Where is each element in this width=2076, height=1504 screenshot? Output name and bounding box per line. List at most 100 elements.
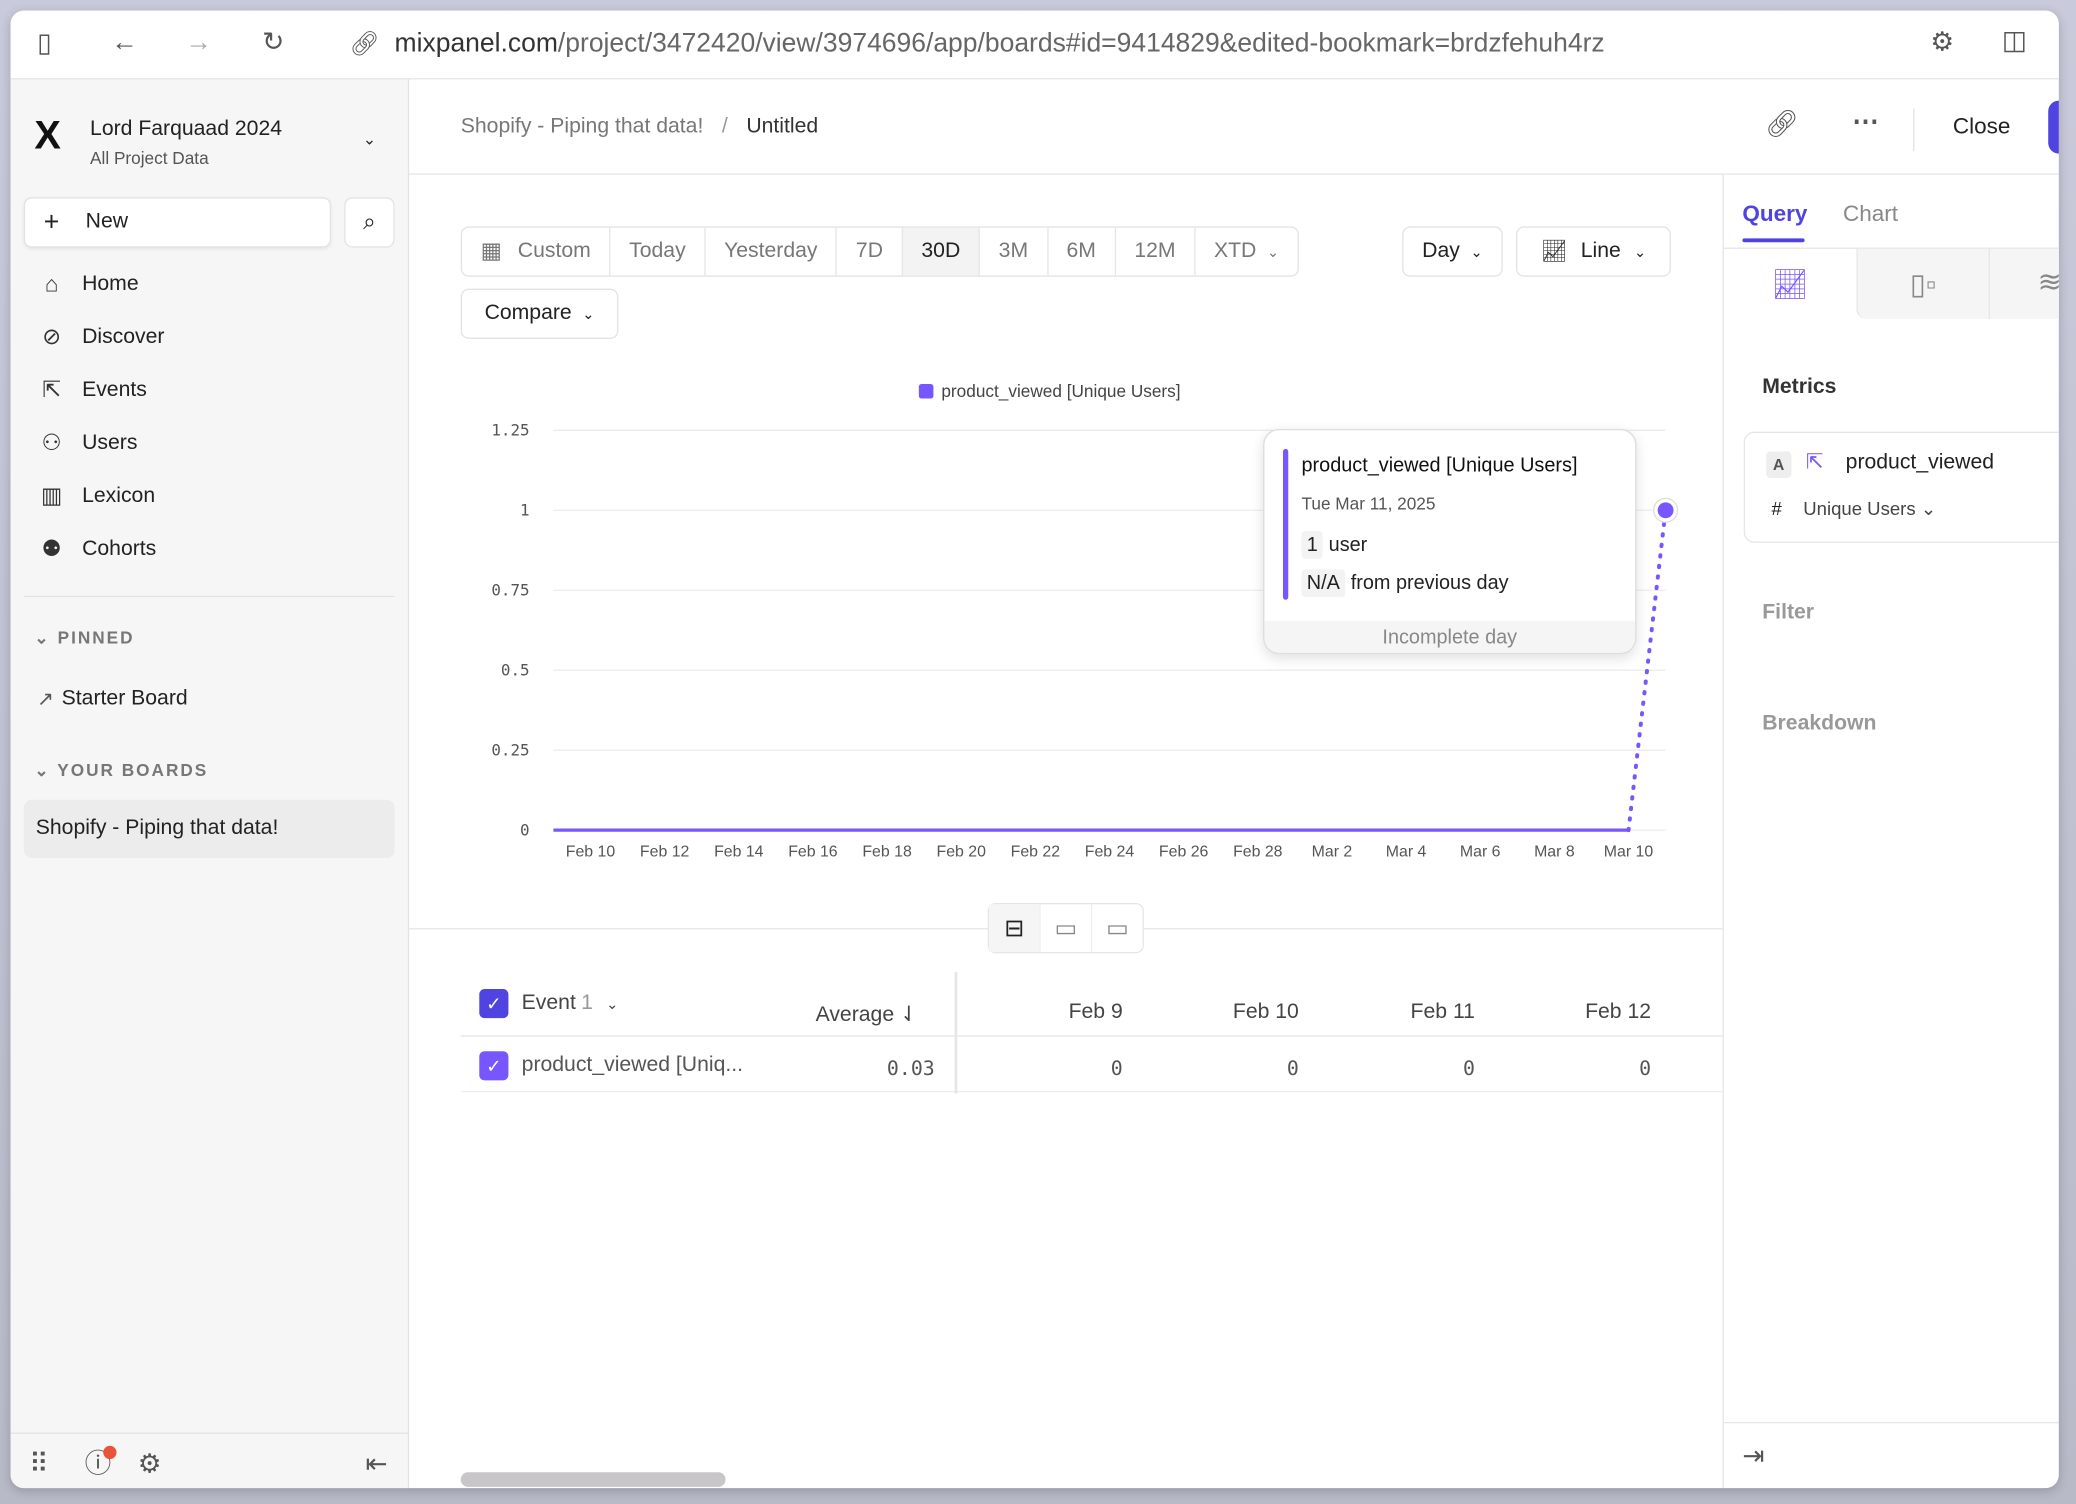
x-tick-label: Mar 10	[1604, 844, 1654, 861]
close-button[interactable]: Close	[1952, 113, 2011, 140]
range-custom[interactable]: ▦ Custom	[462, 227, 611, 276]
insights-report-button[interactable]: 📈︎	[1724, 249, 1856, 319]
data-point[interactable]	[1657, 502, 1674, 519]
interval-dropdown[interactable]: Day ⌄	[1402, 226, 1503, 277]
range-label: 30D	[921, 239, 961, 263]
y-tick-label: 1.25	[491, 421, 529, 440]
browser-toolbar: ▯ ← → ↻ 🔗︎ mixpanel.com/project/3472420/…	[10, 10, 2059, 80]
search-button[interactable]: ⌕	[344, 197, 395, 248]
chevron-down-icon: ⌄	[1634, 244, 1647, 261]
collapse-panel-icon[interactable]: ⇥	[1742, 1441, 1765, 1471]
horizontal-scrollbar[interactable]	[460, 1472, 726, 1487]
users-icon: ⚇	[41, 430, 62, 456]
board-item-shopify[interactable]: Shopify - Piping that data!	[23, 799, 395, 858]
tooltip-accent	[1282, 448, 1289, 600]
address-bar[interactable]: mixpanel.com/project/3472420/view/397469…	[395, 29, 1605, 59]
column-header[interactable]: Feb 12	[1585, 1000, 1652, 1024]
metric-card[interactable]: A ⇱ product_viewed # Unique Users ⌄	[1743, 431, 2059, 543]
sidebar-toggle-icon[interactable]: ▯	[37, 29, 52, 59]
y-tick-label: 1	[520, 501, 530, 520]
layout-split-button[interactable]: ⊟	[989, 904, 1040, 952]
column-header[interactable]: Feb 9	[1068, 1000, 1123, 1024]
legend-swatch	[918, 383, 934, 399]
table-row[interactable]: ✓ product_viewed [Uniq...	[479, 1051, 744, 1081]
more-icon[interactable]: ⋯	[1852, 107, 1879, 137]
split-layout-icon: ⊟	[1004, 914, 1025, 941]
settings-icon[interactable]: ⚙	[137, 1449, 162, 1479]
range-xtd[interactable]: XTD ⌄	[1195, 228, 1297, 276]
event-count: 1	[581, 991, 593, 1015]
range-12m[interactable]: 12M	[1116, 227, 1196, 276]
chevron-down-icon: ⌄	[1266, 244, 1280, 261]
range-today[interactable]: Today	[611, 227, 706, 276]
chart-tooltip: product_viewed [Unique Users] Tue Mar 11…	[1263, 428, 1637, 655]
event-header[interactable]: ✓ Event 1 ⌄	[479, 989, 619, 1019]
chart-type-dropdown[interactable]: 📈︎ Line ⌄	[1515, 226, 1671, 277]
compare-dropdown[interactable]: Compare ⌄	[460, 288, 619, 339]
range-30d[interactable]: 30D	[902, 227, 981, 276]
event-header-label: Event	[521, 991, 576, 1015]
project-name[interactable]: Lord Farquaad 2024	[90, 117, 283, 141]
data-table: ✓ Event 1 ⌄ Average ⇃ Feb 9 Feb 10 Feb 11 Feb…	[460, 971, 1723, 1094]
chevron-down-icon[interactable]: ⌄	[362, 129, 377, 149]
copy-link-icon[interactable]: 🔗︎	[1764, 109, 1799, 140]
layout-chart-button[interactable]: ▭	[1039, 904, 1091, 952]
range-7d[interactable]: 7D	[837, 227, 903, 276]
sidebar: X Lord Farquaad 2024 All Project Data ⌄ …	[10, 79, 410, 1489]
tab-chart[interactable]: Chart	[1843, 201, 1899, 227]
filter-section[interactable]: Filter	[1762, 601, 1815, 624]
divider	[1723, 247, 2059, 249]
layout-table-button[interactable]: ▭	[1090, 904, 1143, 952]
compass-icon: ⊘	[42, 324, 62, 350]
range-3m[interactable]: 3M	[980, 227, 1048, 276]
breakdown-section[interactable]: Breakdown	[1762, 712, 1877, 735]
x-tick-label: Feb 16	[788, 844, 838, 861]
sidebar-item-cohorts[interactable]: ⚉ Cohorts	[37, 536, 157, 562]
breadcrumb-current[interactable]: Untitled	[746, 115, 819, 138]
select-all-checkbox[interactable]: ✓	[479, 989, 509, 1019]
date-range-selector: ▦ Custom Today Yesterday 7D 30D 3M 6M 12M XTD ⌄	[460, 226, 1299, 277]
sidebar-item-events[interactable]: ⇱ Events	[37, 377, 147, 403]
chart-only-icon: ▭	[1054, 914, 1078, 941]
average-header[interactable]: Average ⇃	[816, 1001, 918, 1027]
breadcrumb-parent[interactable]: Shopify - Piping that data!	[460, 115, 704, 138]
sidebar-item-home[interactable]: ⌂ Home	[37, 271, 139, 297]
column-header[interactable]: Feb 11	[1410, 1000, 1475, 1024]
split-view-icon[interactable]: ◫	[2001, 26, 2027, 56]
new-button[interactable]: + New	[23, 197, 331, 248]
funnels-report-button[interactable]: ▯▫	[1856, 248, 1989, 320]
pinned-item-starter-board[interactable]: ↗ Starter Board	[37, 687, 188, 711]
apps-grid-icon[interactable]: ⠿	[29, 1449, 49, 1479]
range-yesterday[interactable]: Yesterday	[706, 227, 838, 276]
sidebar-item-discover[interactable]: ⊘ Discover	[37, 324, 164, 350]
forward-icon[interactable]: →	[185, 27, 212, 57]
tab-query[interactable]: Query	[1742, 201, 1808, 227]
tooltip-value: 1	[1301, 530, 1324, 559]
x-tick-label: Feb 28	[1233, 844, 1283, 861]
extensions-icon[interactable]: ⚙	[1930, 27, 1955, 57]
chart-legend[interactable]: product_viewed [Unique Users]	[918, 381, 1181, 401]
y-tick-label: 0.25	[491, 740, 529, 759]
sidebar-item-lexicon[interactable]: ▥ Lexicon	[37, 483, 155, 509]
reload-icon[interactable]: ↻	[262, 27, 285, 57]
range-6m[interactable]: 6M	[1048, 227, 1116, 276]
collapse-sidebar-icon[interactable]: ⇤	[365, 1449, 388, 1479]
your-boards-section[interactable]: ⌄ YOUR BOARDS	[34, 759, 209, 780]
range-label: 6M	[1066, 239, 1096, 263]
row-checkbox[interactable]: ✓	[479, 1051, 509, 1081]
measure-dropdown[interactable]: Unique Users ⌄	[1803, 497, 1937, 520]
new-label: New	[85, 210, 129, 234]
tooltip-change: N/A	[1301, 569, 1346, 598]
x-tick-label: Feb 26	[1159, 844, 1209, 861]
back-icon[interactable]: ←	[111, 27, 138, 57]
pinned-section[interactable]: ⌄ PINNED	[34, 627, 135, 648]
column-header[interactable]: Feb 10	[1232, 1000, 1299, 1024]
table-only-icon: ▭	[1106, 914, 1129, 941]
sidebar-item-users[interactable]: ⚇ Users	[37, 430, 138, 456]
chevron-down-icon: ⌄	[606, 996, 619, 1013]
row-name: product_viewed [Uniq...	[521, 1053, 744, 1077]
flows-report-button[interactable]: ≋	[1988, 248, 2059, 320]
cursor-click-icon: ⇱	[42, 377, 62, 403]
row-average: 0.03	[886, 1056, 935, 1081]
save-button[interactable]	[2048, 100, 2059, 154]
